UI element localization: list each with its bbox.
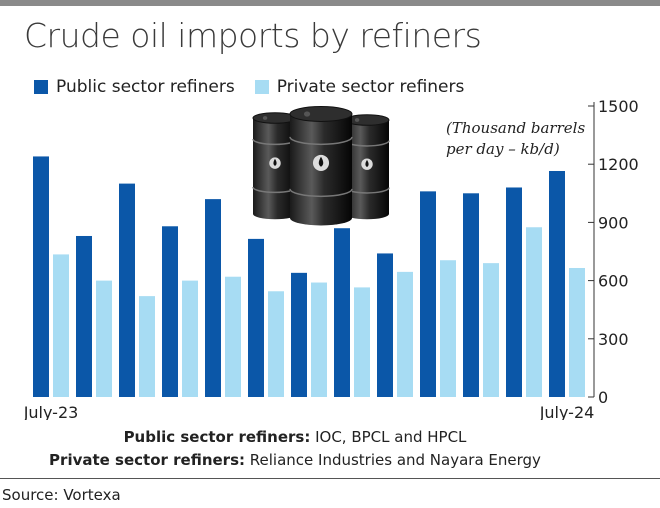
- legend-swatch-public: [34, 80, 48, 94]
- x-tick-label: July-24: [539, 403, 595, 420]
- barrel-right-icon: [344, 114, 390, 220]
- top-rule: [0, 0, 660, 6]
- bar-private-3: [139, 296, 155, 397]
- unit-label: (Thousand barrels per day – kb/d): [446, 118, 585, 160]
- chart-title: Crude oil imports by refiners: [24, 16, 482, 55]
- source-note: Source: Vortexa: [2, 486, 121, 504]
- legend-item-public: Public sector refiners: [34, 77, 235, 97]
- note-public-text: IOC, BPCL and HPCL: [310, 428, 467, 446]
- legend-swatch-private: [254, 80, 269, 94]
- bar-private-4: [182, 280, 198, 397]
- legend-label-public: Public sector refiners: [56, 77, 235, 97]
- unit-label-line-2: per day – kb/d): [446, 140, 560, 158]
- y-tick-label: 0: [598, 388, 608, 407]
- bar-public-10: [420, 191, 436, 397]
- legend: Public sector refiners Private sector re…: [34, 77, 484, 97]
- bar-public-3: [119, 183, 135, 397]
- unit-label-line-1: (Thousand barrels: [446, 119, 586, 137]
- bar-private-1: [53, 254, 69, 397]
- bar-public-8: [334, 228, 350, 397]
- bar-public-1: [33, 156, 49, 397]
- note-private: Private sector refiners: Reliance Indust…: [0, 451, 590, 469]
- bar-public-4: [162, 226, 178, 397]
- barrel-center-icon: [289, 106, 353, 226]
- bar-public-5: [205, 199, 221, 397]
- y-tick-label: 300: [598, 330, 629, 349]
- y-tick-label: 1200: [598, 155, 639, 174]
- note-public-label: Public sector refiners:: [123, 428, 311, 446]
- note-public: Public sector refiners: IOC, BPCL and HP…: [0, 428, 590, 446]
- bar-private-5: [225, 276, 241, 397]
- bottom-rule: [0, 478, 660, 479]
- y-axis: 0 300 600 900 1200 1500: [588, 97, 639, 407]
- bar-public-13: [549, 170, 565, 397]
- bar-public-12: [506, 187, 522, 397]
- bar-private-9: [397, 271, 413, 397]
- bar-private-10: [440, 260, 456, 397]
- bar-private-12: [526, 227, 542, 397]
- barrel-left-icon: [252, 112, 298, 220]
- bar-public-9: [377, 253, 393, 397]
- bar-public-11: [463, 193, 479, 397]
- note-private-label: Private sector refiners:: [49, 451, 245, 469]
- bar-private-8: [354, 287, 370, 397]
- bar-public-7: [291, 272, 307, 397]
- oil-barrels-icon: [252, 106, 390, 226]
- bar-public-2: [76, 235, 92, 397]
- bar-public-6: [248, 238, 264, 397]
- bar-private-13: [569, 267, 585, 397]
- y-tick-label: 900: [598, 213, 629, 232]
- y-tick-label: 600: [598, 272, 629, 291]
- bar-private-6: [268, 291, 284, 397]
- bar-chart: July-23 July-24 0 300 600 900 1200 1500: [23, 97, 639, 420]
- bar-private-11: [483, 263, 499, 397]
- note-private-text: Reliance Industries and Nayara Energy: [245, 451, 541, 469]
- bar-private-2: [96, 280, 112, 397]
- x-tick-label: July-23: [23, 403, 79, 420]
- bar-private-7: [311, 282, 327, 397]
- legend-item-private: Private sector refiners: [254, 77, 465, 97]
- y-tick-label: 1500: [598, 97, 639, 116]
- bars-group: July-23 July-24: [23, 156, 595, 420]
- legend-label-private: Private sector refiners: [276, 77, 465, 97]
